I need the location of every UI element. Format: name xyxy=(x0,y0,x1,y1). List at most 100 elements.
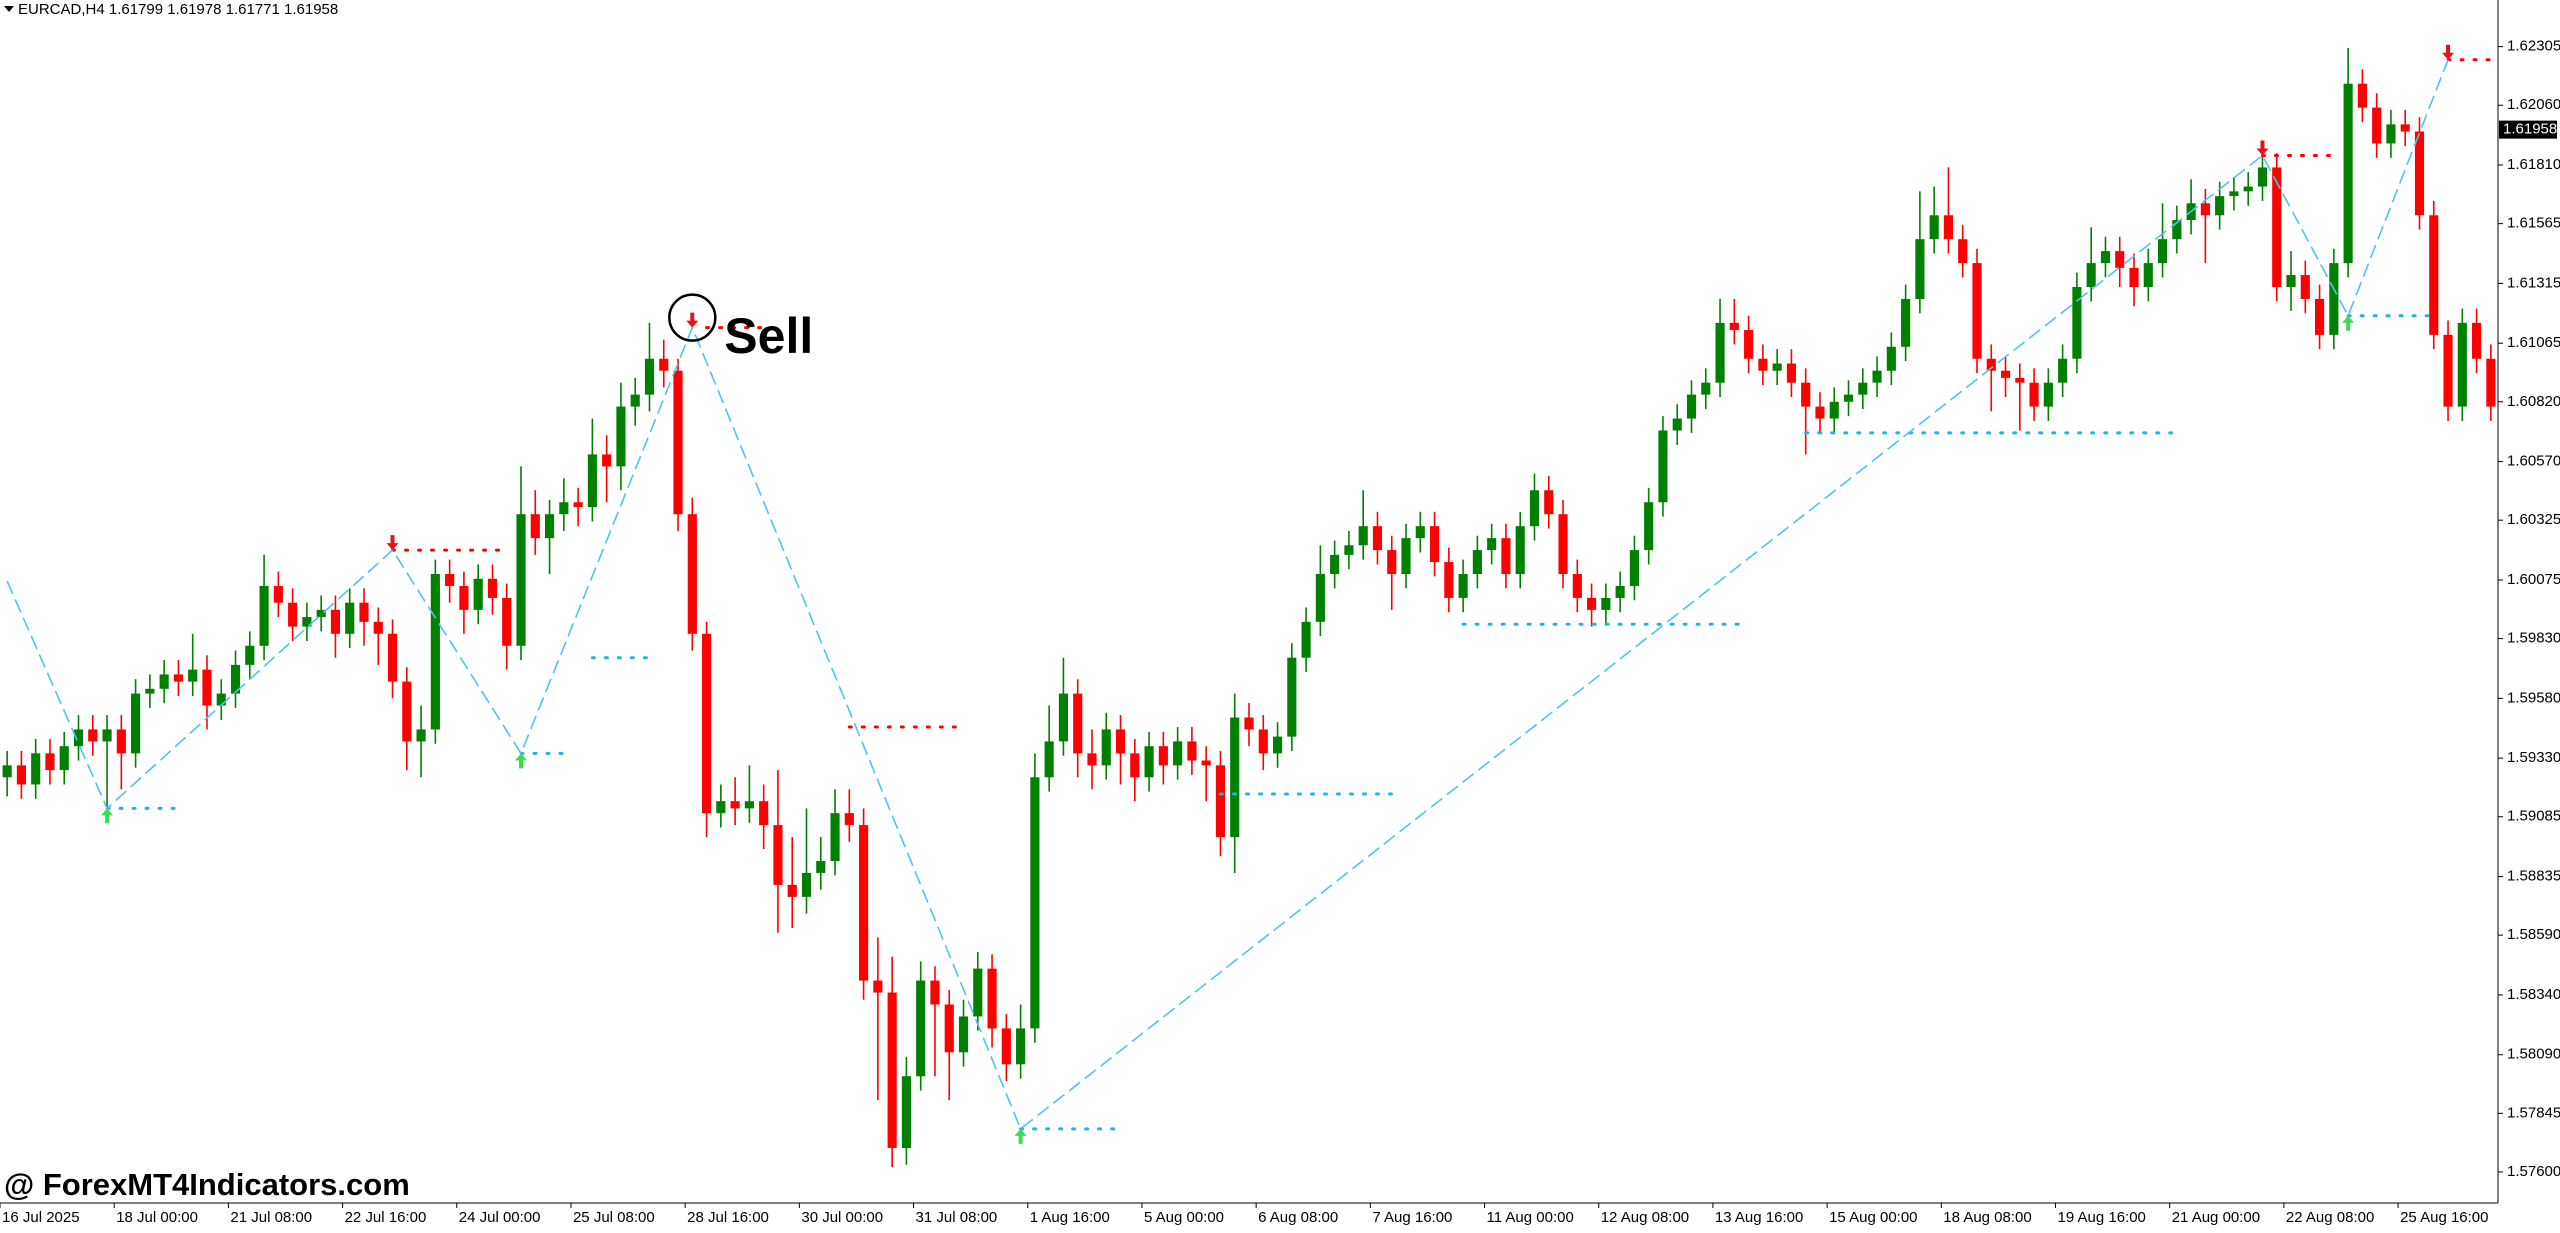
menu-triangle xyxy=(4,6,14,12)
candle-body xyxy=(516,514,526,646)
candle-body xyxy=(973,968,983,1017)
current-price-label: 1.61958 xyxy=(2503,121,2557,138)
x-tick-label: 25 Aug 16:00 xyxy=(2400,1209,2488,1226)
candle-body xyxy=(245,645,255,665)
x-tick-label: 28 Jul 16:00 xyxy=(687,1209,769,1226)
candle-body xyxy=(1472,550,1482,574)
candle-body xyxy=(1929,215,1939,240)
candle-body xyxy=(31,753,41,785)
candle-body xyxy=(2172,220,2182,240)
candle-body xyxy=(1030,777,1040,1029)
candle-body xyxy=(2086,263,2096,287)
candle-body xyxy=(2229,191,2239,197)
candle-body xyxy=(887,992,897,1148)
candle-body xyxy=(530,514,540,539)
candle-body xyxy=(2414,131,2425,216)
x-tick-label: 5 Aug 00:00 xyxy=(1144,1209,1224,1226)
candle-body xyxy=(487,578,498,598)
candle-body xyxy=(2157,239,2168,264)
candle-body xyxy=(702,633,712,814)
candle-body xyxy=(1487,538,1497,551)
candle-body xyxy=(1886,346,1896,371)
candle-body xyxy=(1429,526,1440,563)
candle-body xyxy=(1715,322,1725,383)
candle-body xyxy=(873,980,883,993)
candle-body xyxy=(1815,406,1825,419)
candle-body xyxy=(816,860,826,873)
candle-body xyxy=(2243,186,2253,192)
candle-body xyxy=(387,633,398,682)
candle-body xyxy=(587,454,597,508)
candle-body xyxy=(1315,573,1325,622)
x-tick-label: 31 Jul 08:00 xyxy=(916,1209,998,1226)
candles xyxy=(2,47,2496,1168)
y-tick-label: 1.60075 xyxy=(2507,571,2560,588)
x-tick-label: 6 Aug 08:00 xyxy=(1258,1209,1338,1226)
candle-body xyxy=(45,753,55,771)
candle-body xyxy=(773,825,783,885)
candle-body xyxy=(716,801,726,814)
x-tick-label: 12 Aug 08:00 xyxy=(1601,1209,1689,1226)
y-tick-label: 1.62060 xyxy=(2507,96,2560,113)
candle-body xyxy=(1672,418,1682,431)
candle-body xyxy=(1658,430,1668,503)
y-tick-label: 1.57845 xyxy=(2507,1104,2560,1121)
candle-body xyxy=(1529,490,1540,527)
candle-body xyxy=(259,585,269,646)
candle-body xyxy=(602,454,612,467)
watermark: @ ForexMT4Indicators.com xyxy=(4,1167,410,1202)
candle-body xyxy=(1044,741,1054,778)
x-tick-label: 11 Aug 00:00 xyxy=(1487,1209,1574,1226)
candle-body xyxy=(1558,514,1568,574)
y-tick-label: 1.61315 xyxy=(2507,274,2560,291)
candle-body xyxy=(1901,298,1911,347)
candle-body xyxy=(1801,382,1811,407)
candle-body xyxy=(2315,298,2325,335)
candle-body xyxy=(1073,693,1083,754)
candle-body xyxy=(659,358,669,371)
candle-body xyxy=(2072,286,2082,359)
candle-body xyxy=(1001,1028,1011,1065)
candle-body xyxy=(288,602,298,627)
candle-body xyxy=(2329,263,2339,335)
sell-arrow xyxy=(2256,140,2269,156)
sell-arrow xyxy=(386,535,399,551)
candle-body xyxy=(1244,717,1254,730)
sell-arrow xyxy=(2442,44,2455,60)
candle-body xyxy=(216,693,226,706)
candle-body xyxy=(330,609,341,634)
candle-body xyxy=(544,514,555,539)
candle-body xyxy=(1387,550,1397,574)
candle-body xyxy=(373,621,383,634)
candle-body xyxy=(1972,263,1982,359)
candle-body xyxy=(2357,83,2367,108)
candle-body xyxy=(559,502,569,515)
candle-body xyxy=(916,980,926,1077)
candle-body xyxy=(2000,370,2011,378)
y-tick-label: 1.58590 xyxy=(2507,926,2560,943)
candle-body xyxy=(1330,554,1340,574)
candle-body xyxy=(502,597,512,646)
candle-body xyxy=(1772,363,1782,371)
candle-body xyxy=(302,617,312,627)
y-tick-label: 1.59330 xyxy=(2507,749,2560,766)
candle-body xyxy=(2443,334,2453,407)
candle-body xyxy=(2200,203,2210,216)
x-tick-label: 25 Jul 08:00 xyxy=(573,1209,655,1226)
candle-body xyxy=(145,688,155,694)
candle-body xyxy=(1230,717,1240,838)
y-tick-label: 1.61810 xyxy=(2507,156,2560,173)
candle-body xyxy=(2115,251,2125,268)
candle-body xyxy=(1572,573,1582,598)
candle-body xyxy=(944,1004,954,1053)
candle-body xyxy=(88,729,98,742)
candle-body xyxy=(958,1016,969,1053)
candle-body xyxy=(1943,215,1954,240)
candle-body xyxy=(1958,239,1968,264)
candle-body xyxy=(1115,729,1126,754)
candle-body xyxy=(1644,502,1654,551)
x-tick-label: 22 Jul 16:00 xyxy=(345,1209,427,1226)
